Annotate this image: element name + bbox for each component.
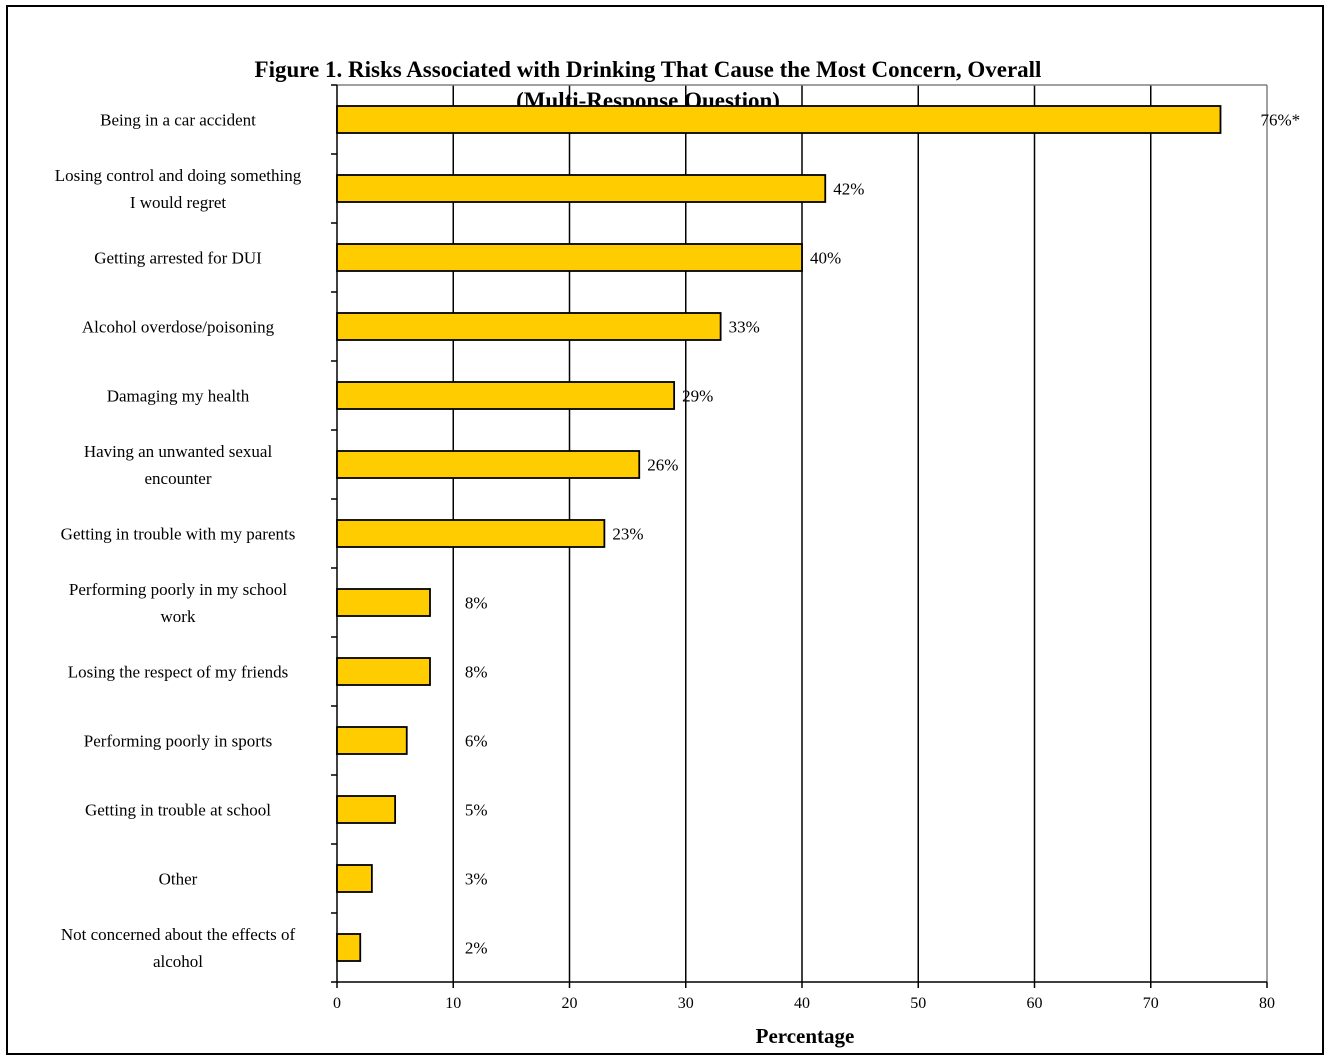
- category-label: Performing poorly in sports: [84, 732, 272, 751]
- bar: [336, 657, 431, 686]
- x-tick-label: 40: [794, 995, 810, 1012]
- bar: [336, 174, 827, 203]
- x-tick-label: 20: [562, 995, 578, 1012]
- category-label: Losing control and doing something I woul…: [55, 166, 302, 212]
- bar: [336, 933, 362, 962]
- data-label: 26%: [647, 456, 678, 475]
- category-label: Having an unwanted sexual encounter: [84, 442, 273, 488]
- category-label: Other: [159, 870, 198, 889]
- data-label: 33%: [729, 318, 760, 337]
- category-label: Being in a car accident: [100, 111, 256, 130]
- bar: [336, 312, 722, 341]
- category-label: Getting arrested for DUI: [94, 249, 262, 268]
- category-label: Damaging my health: [107, 387, 250, 406]
- x-tick-label: 50: [910, 995, 926, 1012]
- bar: [336, 243, 803, 272]
- bar: [336, 105, 1222, 134]
- data-label: 42%: [833, 180, 864, 199]
- data-label: 29%: [682, 387, 713, 406]
- x-axis-label: Percentage: [756, 1024, 855, 1048]
- x-tick-label: 60: [1027, 995, 1043, 1012]
- category-label: Performing poorly in my school work: [69, 580, 287, 626]
- chart-title: Figure 1. Risks Associated with Drinking…: [255, 57, 1042, 82]
- data-label: 3%: [465, 870, 488, 889]
- data-label: 6%: [465, 732, 488, 751]
- data-label: 2%: [465, 939, 488, 958]
- x-tick-label: 0: [333, 995, 341, 1012]
- bar: [336, 726, 408, 755]
- data-label: 40%: [810, 249, 841, 268]
- bar-chart: Figure 1. Risks Associated with Drinking…: [55, 57, 1300, 1048]
- data-label: 8%: [465, 663, 488, 682]
- x-tick-label: 30: [678, 995, 694, 1012]
- data-label: 76%*: [1261, 111, 1301, 130]
- x-tick-label: 70: [1143, 995, 1159, 1012]
- category-label: Getting in trouble with my parents: [61, 525, 296, 544]
- category-label: Getting in trouble at school: [85, 801, 271, 820]
- bar: [336, 864, 373, 893]
- bar: [336, 450, 641, 479]
- bar: [336, 381, 676, 410]
- bars: [336, 105, 1222, 962]
- x-tick-label: 10: [445, 995, 461, 1012]
- data-label: 5%: [465, 801, 488, 820]
- category-label: Alcohol overdose/poisoning: [82, 318, 275, 337]
- data-label: 8%: [465, 594, 488, 613]
- category-label: Losing the respect of my friends: [68, 663, 288, 682]
- bar: [336, 519, 606, 548]
- bar: [336, 795, 397, 824]
- figure-frame: Figure 1. Risks Associated with Drinking…: [6, 5, 1324, 1055]
- x-tick-label: 80: [1259, 995, 1275, 1012]
- data-label: 23%: [612, 525, 643, 544]
- labels: 0 10 20 30 40 50 60 70 80 76%* Being in a car acci…: [55, 111, 1300, 1013]
- category-label: Not concerned about the effects of alcoho…: [61, 925, 296, 971]
- bar: [336, 588, 431, 617]
